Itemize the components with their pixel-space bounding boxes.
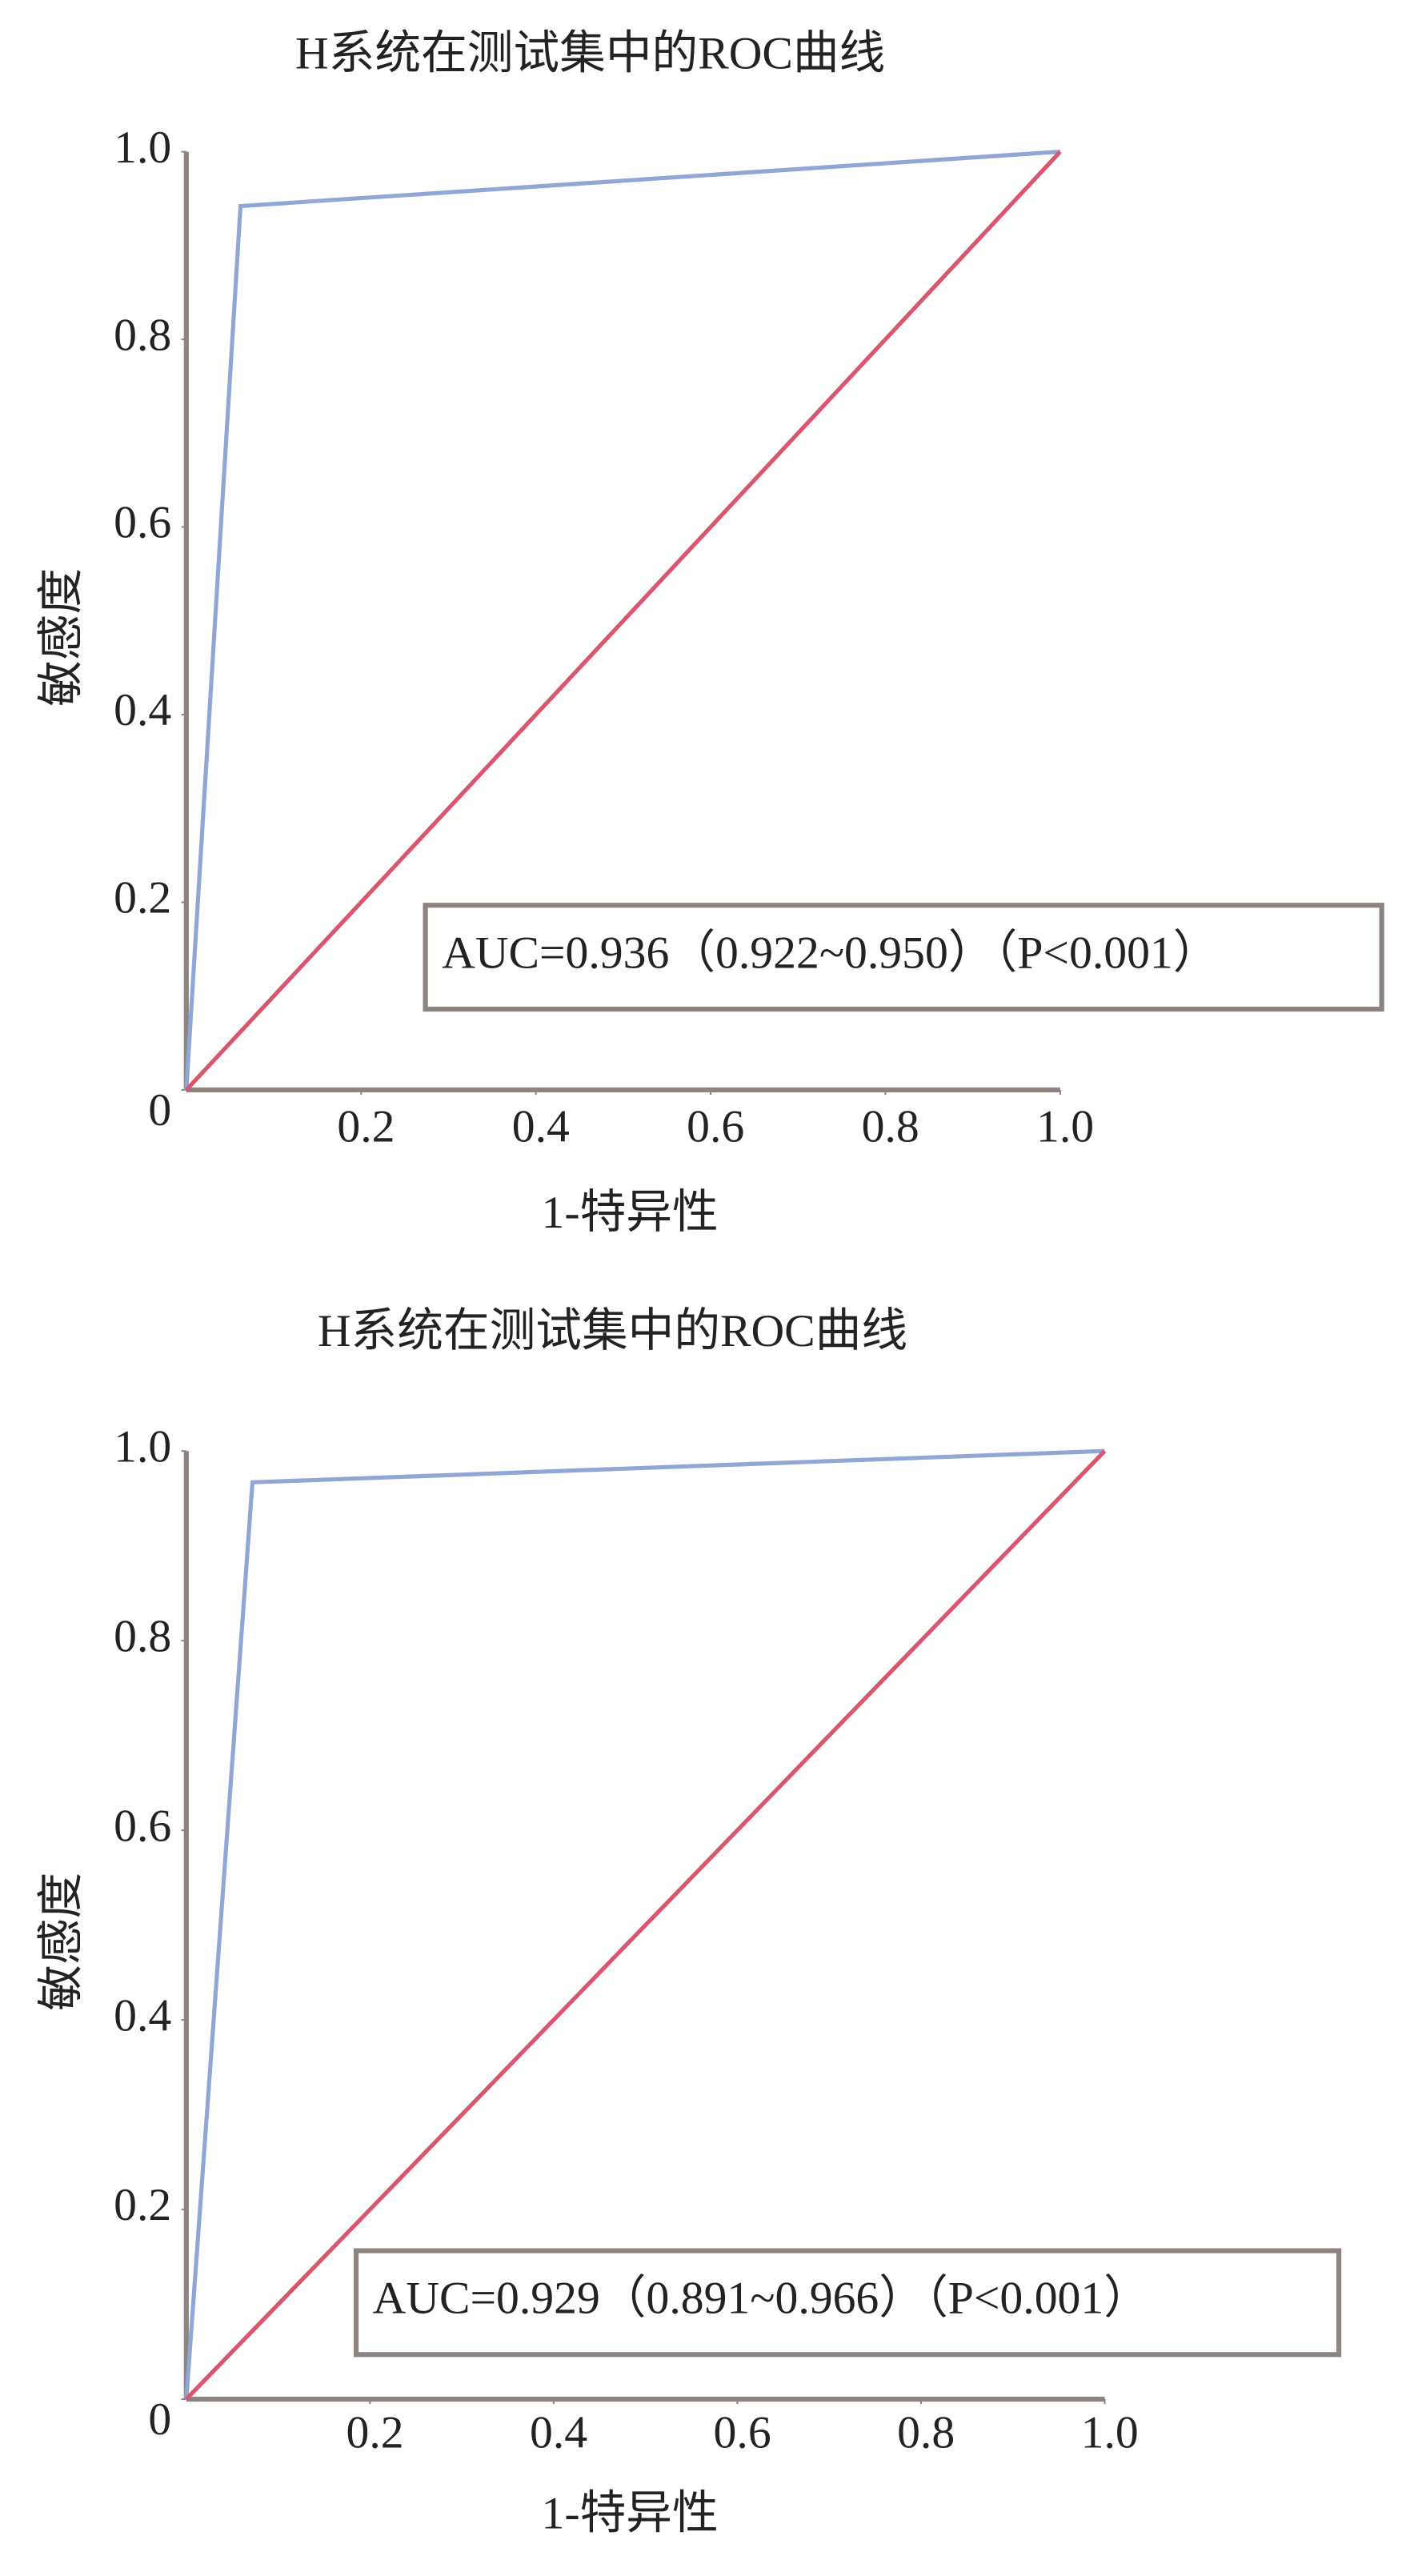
annotation: AUC=0.936（0.922~0.950）（P<0.001） (442, 927, 1219, 978)
y-tick-label: 0.2 (114, 2180, 171, 2230)
x-tick-label: 0.6 (714, 2408, 771, 2458)
chart-title: H系统在测试集中的ROC曲线 (295, 28, 885, 78)
x-tick-label: 0.8 (897, 2408, 955, 2458)
y-tick-label: 0.6 (114, 1801, 171, 1851)
x-tick-label: 0.4 (512, 1102, 570, 1152)
x-axis-label: 1-特异性 (542, 1188, 719, 1238)
x-axis-label: 1-特异性 (542, 2489, 719, 2539)
x-tick-label: 0.6 (687, 1102, 744, 1152)
x-tick-label: 0.4 (530, 2408, 587, 2458)
y-tick-label: 0.8 (114, 1611, 171, 1661)
y-tick-label: 0 (148, 1085, 171, 1136)
y-tick-label: 1.0 (114, 1421, 171, 1472)
annotation: AUC=0.929（0.891~0.966）（P<0.001） (373, 2274, 1150, 2324)
chart-title: H系统在测试集中的ROC曲线 (318, 1306, 907, 1356)
chart: H系统在测试集中的ROC曲线 1-特异性 敏感度 0 0.2 0.4 0.6 0.8 1.0 0.… (37, 28, 1384, 1238)
y-tick-label: 0.4 (114, 685, 171, 735)
x-tick-label: 0.2 (337, 1102, 395, 1152)
y-tick-label: 0.6 (114, 498, 171, 548)
chart: H系统在测试集中的ROC曲线 1-特异性 敏感度 0 0.2 0.4 0.6 0.8 1.0 0.… (37, 1306, 1342, 2539)
y-tick-label: 0 (148, 2394, 171, 2445)
roc-line (184, 1449, 1107, 2401)
roc-line (184, 1448, 1105, 2400)
y-axis-label: 敏感度 (37, 1873, 87, 2011)
annotation-box (423, 903, 1384, 1012)
x-tick-label: 0.8 (862, 1102, 919, 1152)
x-tick-label: 1.0 (1036, 1102, 1094, 1152)
y-tick-label: 1.0 (114, 122, 171, 173)
y-tick-label: 0.2 (114, 873, 171, 923)
roc-line (184, 150, 1062, 1092)
y-tick-label: 0.8 (114, 310, 171, 360)
x-tick-label: 0.2 (346, 2408, 403, 2458)
roc-line (184, 149, 1061, 1091)
annotation-box (353, 2248, 1342, 2358)
y-tick-label: 0.4 (114, 1990, 171, 2041)
x-tick-label: 1.0 (1081, 2408, 1139, 2458)
y-axis-label: 敏感度 (37, 568, 87, 707)
